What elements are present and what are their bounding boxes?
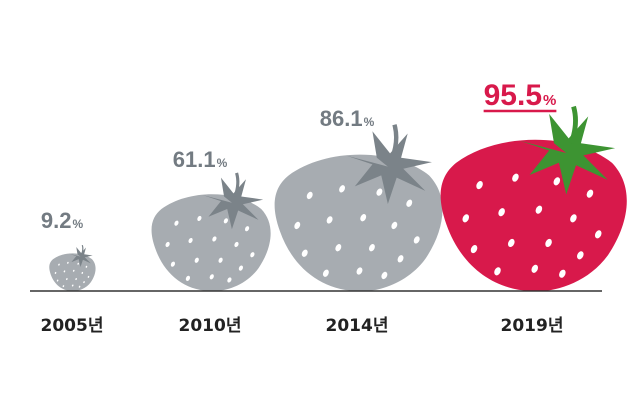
strawberry-seed [170, 261, 176, 267]
strawberry-leaf-icon [68, 244, 93, 268]
strawberry-seed [250, 252, 255, 258]
strawberry-mark-2 [151, 194, 271, 292]
value-label-3: 86.1% [320, 106, 375, 131]
strawberry-seed [476, 180, 483, 190]
category-label-1: 2005년 [41, 316, 104, 336]
strawberry-seed [72, 269, 75, 272]
strawberry-seed [339, 185, 346, 193]
strawberry-seed [391, 221, 398, 230]
strawberry-seed [322, 269, 329, 277]
strawberry-seed [498, 208, 505, 217]
category-label-3: 2014년 [326, 316, 389, 336]
category-label-4: 2019년 [501, 316, 564, 336]
strawberry-seed [58, 263, 60, 266]
strawberry-seed [368, 244, 375, 252]
strawberry-mark-1 [49, 253, 96, 292]
strawberry-seed [62, 285, 65, 288]
strawberry-seed [594, 230, 602, 239]
strawberry-seed [209, 274, 214, 280]
strawberry-seed [238, 265, 243, 271]
strawberry-seed [165, 241, 170, 248]
strawberry-seed [77, 262, 79, 265]
strawberry-seed [326, 216, 333, 224]
strawberry-seed [553, 177, 561, 186]
strawberry-seed [81, 271, 84, 274]
category-label-2: 2010년 [179, 316, 242, 336]
strawberry-seed [227, 277, 232, 283]
strawberry-seed [376, 188, 383, 196]
strawberry-seed [512, 173, 519, 182]
strawberry-seed [75, 278, 77, 281]
strawberry-seed [223, 218, 228, 224]
strawberry-seed [586, 189, 594, 198]
strawberry-seed [356, 267, 363, 275]
strawberry-seed [212, 236, 217, 242]
strawberry-seed [63, 270, 66, 273]
strawberry-seed [559, 269, 566, 278]
value-label-2: 61.1% [173, 147, 228, 172]
strawberry-seed [218, 257, 223, 263]
strawberry-seed [78, 285, 81, 288]
strawberry-seed [470, 245, 478, 254]
strawberry-seed [87, 275, 90, 278]
strawberry-seed [531, 264, 539, 273]
strawberry-seed [577, 251, 584, 260]
strawberry-leaf-icon [519, 105, 616, 195]
strawberry-seed [570, 214, 577, 223]
strawberry-seed [508, 238, 515, 247]
strawberry-seed [462, 214, 470, 223]
strawberry-leaf-icon [202, 172, 264, 230]
strawberry-seed [185, 275, 191, 281]
strawberry-seed [71, 284, 74, 287]
strawberry-seed [234, 241, 239, 248]
strawberry-seed [294, 221, 301, 230]
strawberry-seed [197, 215, 202, 222]
strawberry-seed [535, 205, 543, 214]
strawberry-seed [83, 281, 85, 284]
strawberry-seed [56, 279, 59, 282]
strawberry-seed [397, 255, 404, 263]
strawberry-seed [85, 265, 88, 268]
strawberry-mark-4 [440, 139, 627, 292]
strawberry-seed [335, 244, 342, 252]
strawberry-seed [188, 237, 193, 244]
strawberry-seed [67, 261, 69, 264]
strawberry-mark-3 [274, 154, 443, 292]
strawberry-seed [54, 271, 57, 274]
strawberry-seed [381, 271, 388, 280]
strawberry-seed [360, 214, 367, 222]
value-label-1: 9.2% [41, 208, 84, 233]
strawberry-seed [494, 267, 501, 276]
strawberry-seed [66, 278, 68, 281]
strawberry-seed [194, 257, 199, 263]
strawberry-seed [301, 249, 308, 257]
strawberry-seed [413, 236, 420, 244]
strawberry-leaf-icon [345, 124, 432, 205]
strawberry-seed [545, 238, 552, 247]
strawberry-seed [174, 220, 179, 226]
strawberry-seed [306, 191, 313, 200]
value-label-4: 95.5% [484, 79, 557, 112]
strawberry-seed [406, 199, 413, 207]
strawberry-seed [244, 226, 250, 232]
